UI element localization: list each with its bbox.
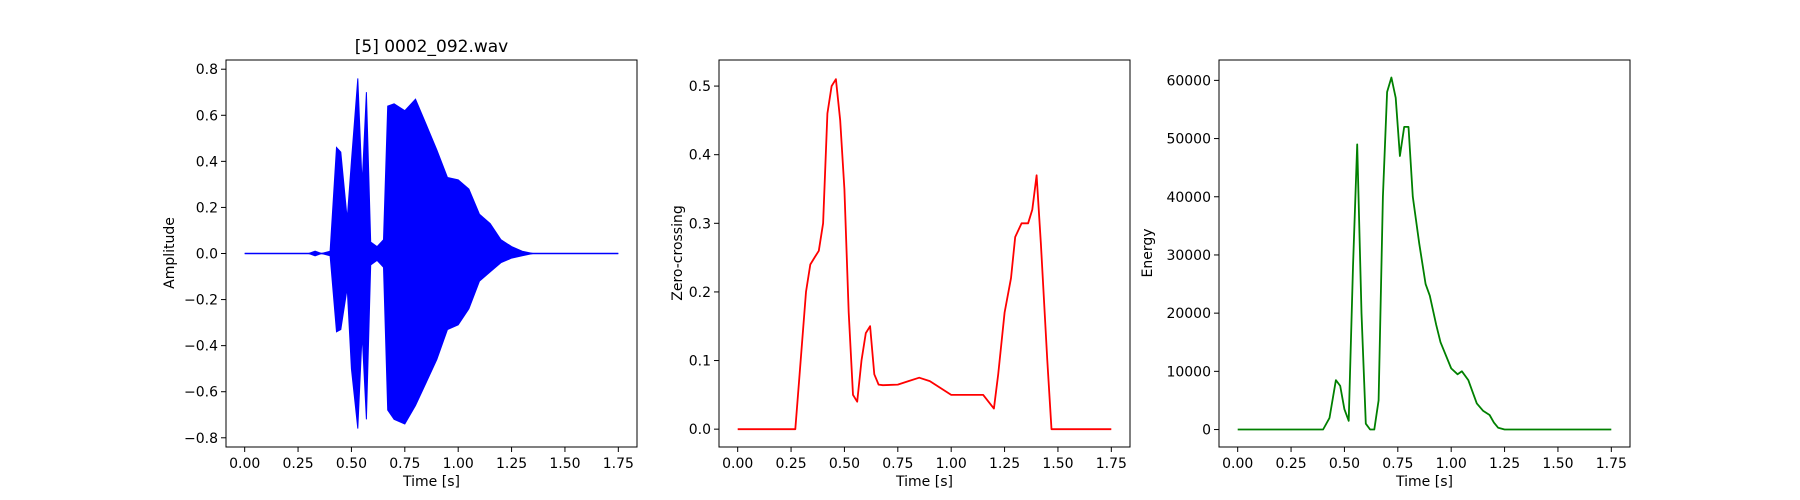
y-tick-label: 0.5 xyxy=(689,79,711,95)
y-tick-label: 0.0 xyxy=(689,422,711,438)
x-tick-label: 0.25 xyxy=(1275,456,1306,472)
y-axis-label: Zero-crossing xyxy=(670,205,686,300)
y-tick-label: 0.3 xyxy=(689,216,711,232)
y-tick-label: 0.8 xyxy=(196,62,218,78)
x-tick-label: 0.00 xyxy=(1222,456,1253,472)
x-tick-label: 1.50 xyxy=(1042,456,1073,472)
x-tick-label: 0.00 xyxy=(229,456,260,472)
x-tick-label: 0.75 xyxy=(1382,456,1413,472)
y-tick-label: 60000 xyxy=(1166,73,1211,89)
amplitude-plot-area: 0.00 0.25 0.50 0.75 1.00 1.25 1.50 1.75 −0.8 −0.6… xyxy=(184,59,638,472)
y-tick-label: 0.4 xyxy=(689,148,711,164)
x-tick-label: 0.00 xyxy=(722,456,753,472)
zero-crossing-plot-area: 0.00 0.25 0.50 0.75 1.00 1.25 1.50 1.75 0.0 0.1 0.… xyxy=(689,59,1131,472)
energy-panel: Energy Time [s] 0.00 0.25 0.50 0.75 1.00 1.25… xyxy=(1140,59,1631,490)
axes-frame xyxy=(718,59,1131,448)
y-tick-label: 50000 xyxy=(1166,132,1211,148)
y-tick-label: 0.1 xyxy=(689,354,711,370)
y-tick-label: 0.2 xyxy=(196,200,218,216)
x-tick-label: 1.00 xyxy=(443,456,474,472)
x-tick-label: 1.75 xyxy=(603,456,634,472)
y-tick-label: −0.8 xyxy=(184,431,218,447)
chart-title: [5] 0002_092.wav xyxy=(355,37,508,57)
y-tick-label: 0 xyxy=(1202,423,1211,439)
x-tick-label: 0.50 xyxy=(1329,456,1360,472)
x-axis-label: Time [s] xyxy=(1395,474,1453,490)
x-tick-label: 1.50 xyxy=(1542,456,1573,472)
y-tick-label: −0.4 xyxy=(184,339,218,355)
y-tick-label: 40000 xyxy=(1166,190,1211,206)
x-tick-label: 0.75 xyxy=(389,456,420,472)
x-tick-label: 0.50 xyxy=(336,456,367,472)
y-tick-label: 0.6 xyxy=(196,108,218,124)
x-tick-label: 1.75 xyxy=(1096,456,1127,472)
x-tick-label: 1.25 xyxy=(496,456,527,472)
x-tick-label: 0.25 xyxy=(282,456,313,472)
x-tick-label: 0.75 xyxy=(882,456,913,472)
x-tick-label: 1.00 xyxy=(1436,456,1467,472)
y-tick-label: 20000 xyxy=(1166,306,1211,322)
series-line xyxy=(1237,76,1612,431)
x-axis-label: Time [s] xyxy=(402,474,460,490)
y-axis-label: Amplitude xyxy=(162,217,178,289)
axes-frame xyxy=(1218,59,1631,448)
y-tick-label: 30000 xyxy=(1166,248,1211,264)
energy-plot-area: 0.00 0.25 0.50 0.75 1.00 1.25 1.50 1.75 0 10000 20… xyxy=(1166,59,1631,472)
x-tick-label: 1.75 xyxy=(1596,456,1627,472)
x-tick-label: 1.25 xyxy=(989,456,1020,472)
series-line xyxy=(737,78,1112,431)
y-axis-label: Energy xyxy=(1140,228,1156,277)
y-tick-label: −0.2 xyxy=(184,293,218,309)
y-tick-label: 0.4 xyxy=(196,154,218,170)
x-tick-label: 1.25 xyxy=(1489,456,1520,472)
x-tick-label: 1.00 xyxy=(936,456,967,472)
amplitude-panel: [5] 0002_092.wav Amplitude Time [s] 0.00… xyxy=(162,37,638,490)
y-tick-label: 0.0 xyxy=(196,247,218,263)
zero-crossing-panel: Zero-crossing Time [s] 0.00 0.25 0.50 0.75 1… xyxy=(670,59,1131,490)
x-tick-label: 1.50 xyxy=(549,456,580,472)
y-tick-label: 0.2 xyxy=(689,285,711,301)
x-axis-label: Time [s] xyxy=(895,474,953,490)
x-tick-label: 0.50 xyxy=(829,456,860,472)
x-tick-label: 0.25 xyxy=(775,456,806,472)
y-tick-label: −0.6 xyxy=(184,385,218,401)
y-tick-label: 10000 xyxy=(1166,364,1211,380)
